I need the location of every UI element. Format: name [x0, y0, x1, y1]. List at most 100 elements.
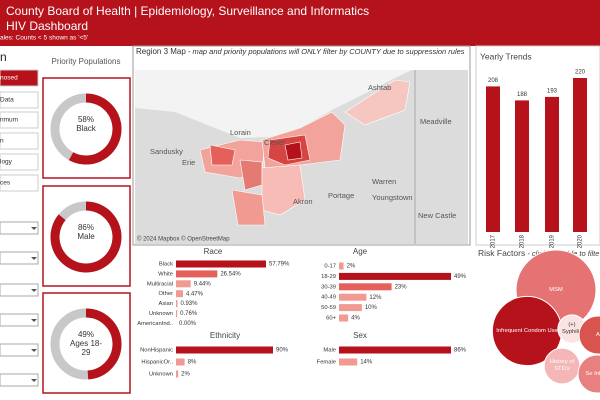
dropdown-arrow	[31, 379, 37, 382]
sidebar-item[interactable]	[0, 111, 39, 129]
dropdown-arrow	[31, 349, 37, 352]
hbar-category: Black	[159, 262, 173, 268]
bubble-label-text: Infrequent Condom Use	[496, 327, 558, 334]
donut-label: Male	[77, 232, 95, 241]
hbar	[339, 304, 362, 312]
map-place-label: Sandusky	[150, 147, 183, 156]
map-place-label: New Castle	[418, 211, 456, 220]
donut-value: 86%	[77, 223, 94, 232]
bar	[515, 100, 529, 233]
map-place-label: Meadville	[420, 117, 452, 126]
donut-arc	[68, 93, 122, 165]
sidebar-item-label: nmum	[0, 117, 18, 124]
sidebar-item-label: n	[0, 138, 4, 145]
hbar-value-label: 8%	[188, 360, 197, 366]
map-place-label: Akron	[293, 197, 313, 206]
donut-center: 49%Ages 18-29	[69, 330, 103, 357]
hbar-value-label: 4%	[351, 316, 360, 322]
sidebar-item[interactable]	[0, 132, 39, 150]
map-place-label: Youngstown	[372, 193, 413, 202]
sidebar-item-label: nosed	[0, 75, 18, 82]
x-tick-label: 2018	[520, 234, 526, 248]
sidebar-item[interactable]	[0, 153, 39, 171]
hbar-value-label: 14%	[360, 360, 373, 366]
header-note: ales: Counts < 5 shown as '<5'	[0, 35, 88, 42]
bubble-title-main: Risk Factors	[478, 248, 526, 258]
hbar-value-label: 23%	[395, 284, 408, 290]
hbar	[176, 358, 185, 366]
map-title-main: Region 3 Map	[136, 47, 186, 56]
hbar-category: 30-39	[321, 284, 336, 290]
hbar-value-label: 9.44%	[194, 281, 212, 287]
map-place-label: Clevel	[264, 138, 285, 147]
bar-title: Yearly Trends	[480, 51, 532, 61]
sidebar-item[interactable]	[0, 91, 39, 109]
hbar	[339, 346, 451, 354]
map-subtitle: - map and priority populations will ONLY…	[185, 47, 465, 56]
donut-value: 58%	[77, 115, 94, 124]
map-place-label: Portage	[328, 191, 354, 200]
hbar-category: Female	[317, 360, 336, 366]
bubble-label: (+) Syphilis	[561, 322, 582, 335]
hbar-value-label: 0.00%	[179, 321, 197, 327]
hbar	[176, 370, 179, 378]
bubble-label: Infrequent Condom Use	[496, 327, 558, 334]
dropdown-arrow	[31, 319, 37, 322]
donut-title: Priority Populations	[52, 57, 121, 66]
hbar-category: Asian	[158, 301, 173, 307]
hbar	[339, 283, 392, 291]
bar-value-label: 188	[517, 92, 528, 98]
dropdown[interactable]	[0, 251, 39, 265]
hbar	[176, 300, 178, 308]
hbar-category: Unknown	[149, 372, 173, 378]
donut-center-text: 86% Male	[66, 223, 106, 241]
trend-frame	[475, 45, 600, 246]
hbar-value-label: 0.93%	[180, 301, 198, 307]
map-frame	[132, 45, 471, 246]
bubble-label-text: Se Interc	[585, 370, 600, 377]
dropdown-arrow	[31, 289, 37, 292]
header-bar	[0, 0, 600, 46]
bubble-label: MSM	[549, 287, 563, 293]
hbar-value-label: 26.54%	[220, 271, 241, 277]
hbar	[176, 260, 266, 268]
dropdown[interactable]	[0, 343, 39, 357]
dropdown-arrow	[31, 257, 37, 260]
map-county	[231, 189, 266, 226]
hbar	[339, 314, 349, 322]
sidebar-item[interactable]	[0, 69, 39, 87]
hbar-category: Multiracial	[147, 281, 173, 287]
header-subtitle: HIV Dashboard	[6, 19, 88, 33]
bubble[interactable]	[577, 354, 600, 394]
dropdown[interactable]	[0, 373, 39, 387]
dropdown[interactable]	[0, 221, 39, 235]
bar	[486, 86, 500, 233]
hbar-value-label: 0.76%	[180, 311, 198, 317]
dropdown[interactable]	[0, 313, 39, 327]
dropdown[interactable]	[0, 283, 39, 297]
hbar-category: White	[158, 271, 173, 277]
bar	[573, 78, 587, 232]
hbar-title: Race	[204, 247, 223, 256]
bubble[interactable]	[578, 315, 600, 355]
hbar-value-label: 2%	[347, 264, 356, 270]
donut-center-text: 58% Black	[66, 115, 106, 133]
donut-value: 49%	[77, 330, 94, 339]
hbar-category: HispanicOr..	[141, 360, 173, 366]
hbar	[339, 358, 358, 366]
hbar-title: Age	[353, 247, 368, 256]
map-county	[344, 79, 411, 126]
bubble-label-text: (+) Syphilis	[561, 322, 582, 335]
donut-label: Ages 18-29	[69, 339, 103, 357]
hbar	[176, 270, 218, 278]
sidebar-heading: n	[0, 50, 7, 64]
map-attribution: © 2024 Mapbox © OpenStreetMap	[137, 236, 230, 243]
map-lake	[135, 70, 412, 138]
hbar	[339, 293, 367, 301]
sidebar-item[interactable]	[0, 174, 39, 192]
hbar-category: 60+	[326, 316, 336, 322]
hbar-category: AmericanInd..	[137, 321, 173, 327]
x-tick-label: 2020	[578, 234, 584, 248]
hbar-category: Male	[323, 348, 336, 354]
